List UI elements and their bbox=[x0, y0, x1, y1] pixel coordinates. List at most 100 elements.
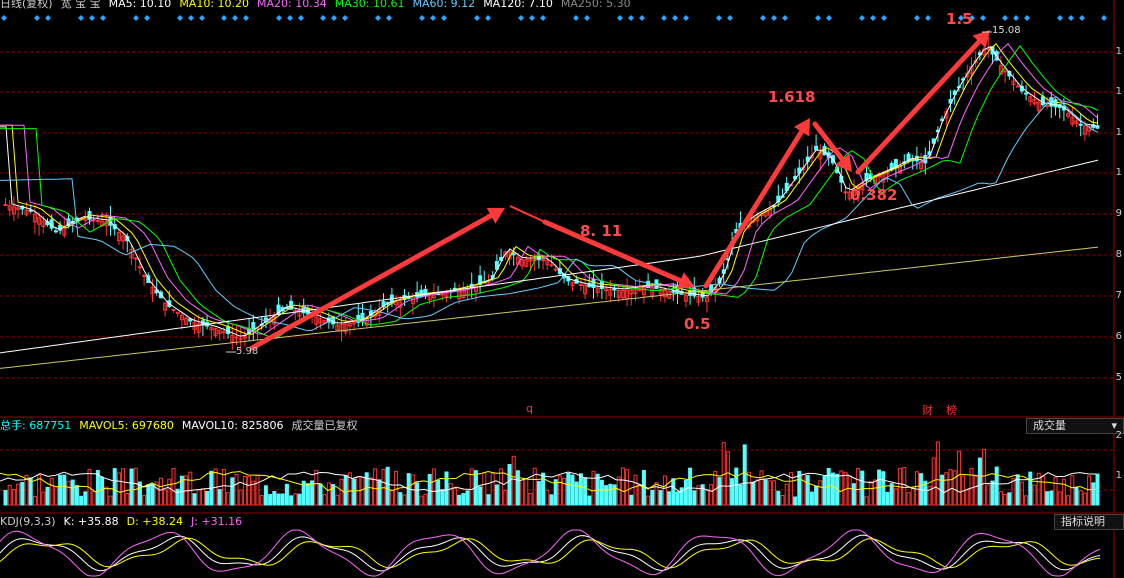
volume-bar bbox=[704, 490, 709, 506]
ma-legend-item-ma60: MA60: 9.12 bbox=[412, 0, 476, 10]
ma-legend: 日线(复权) 宽 宝 宝 MA5: 10.10 MA10: 10.20 MA20… bbox=[0, 0, 631, 11]
volume-bar bbox=[200, 488, 205, 506]
volume-bar bbox=[1095, 473, 1100, 506]
info-marker-icon bbox=[771, 15, 777, 21]
volume-bar bbox=[394, 470, 399, 506]
candle-body bbox=[767, 207, 772, 216]
ma-legend-item-ma120: MA120: 7.10 bbox=[483, 0, 553, 10]
volume-bar bbox=[839, 470, 844, 506]
price-axis-tick: 6 bbox=[1115, 331, 1122, 342]
price-axis-tick: 7 bbox=[1115, 290, 1122, 301]
volume-bar bbox=[948, 469, 953, 506]
volume-bar bbox=[629, 494, 634, 506]
candle-body bbox=[683, 294, 688, 302]
candle-body bbox=[763, 209, 768, 217]
volume-bar bbox=[683, 479, 688, 506]
candle-body bbox=[95, 220, 100, 223]
info-marker-icon bbox=[925, 15, 931, 21]
volume-bar bbox=[129, 468, 134, 506]
candle-body bbox=[7, 205, 12, 211]
info-marker-icon bbox=[276, 15, 282, 21]
candle-body bbox=[184, 317, 189, 325]
info-marker-icon bbox=[980, 15, 986, 21]
info-marker-icon bbox=[78, 15, 84, 21]
volume-bar bbox=[457, 494, 462, 506]
volume-bar bbox=[591, 470, 596, 506]
volume-bar bbox=[520, 479, 525, 506]
event-marker-q[interactable]: q bbox=[526, 402, 533, 415]
info-marker-icon bbox=[969, 15, 975, 21]
volume-bar bbox=[662, 475, 667, 506]
volume-bar bbox=[583, 477, 588, 506]
volume-bar bbox=[280, 493, 285, 506]
volume-bar bbox=[793, 496, 798, 506]
ma120-line bbox=[0, 159, 1099, 354]
volume-bar bbox=[297, 493, 302, 506]
info-marker-icon bbox=[1024, 15, 1030, 21]
volume-bar bbox=[994, 466, 999, 506]
candle-body bbox=[591, 278, 596, 289]
indicator-help-button[interactable]: 指标说明 bbox=[1054, 514, 1124, 530]
candle-body bbox=[553, 268, 558, 271]
volume-bar bbox=[700, 484, 705, 506]
volume-bar bbox=[646, 495, 651, 506]
volume-bar bbox=[625, 469, 630, 506]
volume-bar bbox=[158, 477, 163, 506]
info-marker-icon bbox=[518, 15, 524, 21]
volume-bar bbox=[150, 483, 155, 506]
volume-bar bbox=[557, 475, 562, 506]
volume-bar bbox=[423, 493, 428, 506]
arrow-up-1-shaft bbox=[249, 213, 494, 351]
volume-bar bbox=[24, 474, 29, 506]
info-marker-icon bbox=[243, 15, 249, 21]
volume-bar bbox=[746, 471, 751, 506]
volume-bar bbox=[305, 483, 310, 506]
info-marker-icon bbox=[89, 15, 95, 21]
volume-bar bbox=[419, 495, 424, 506]
volume-bar bbox=[41, 491, 46, 506]
candle-body bbox=[629, 289, 634, 295]
volume-bar bbox=[797, 470, 802, 506]
volume-bar bbox=[402, 494, 407, 506]
candle-body bbox=[32, 213, 37, 223]
candle-body bbox=[658, 288, 663, 295]
volume-bar bbox=[263, 485, 268, 506]
candle-body bbox=[814, 145, 819, 151]
volume-bar bbox=[74, 485, 79, 506]
info-marker-icon bbox=[331, 15, 337, 21]
candle-body bbox=[1003, 70, 1008, 73]
volume-bar bbox=[570, 474, 575, 506]
kdj-d-value: D: +38.24 bbox=[126, 515, 184, 528]
volume-bar bbox=[528, 492, 533, 506]
volume-bar bbox=[284, 483, 289, 506]
candle-body bbox=[419, 289, 424, 298]
arrow-down-1-shaft bbox=[542, 219, 683, 284]
ma60-line bbox=[0, 95, 1099, 331]
indicator-dropdown[interactable]: 成交量 ▾ bbox=[1026, 418, 1124, 434]
candle-body bbox=[671, 290, 676, 293]
info-marker-icon bbox=[683, 15, 689, 21]
kdj-j-value: J: +31.16 bbox=[191, 515, 243, 528]
volume-bar bbox=[87, 469, 92, 506]
candle-body bbox=[142, 274, 147, 277]
volume-bar bbox=[146, 484, 151, 506]
volume-bar bbox=[1057, 491, 1062, 506]
volume-bar bbox=[553, 479, 558, 506]
volume-bar bbox=[255, 474, 260, 506]
candle-body bbox=[595, 287, 600, 294]
volume-bar bbox=[515, 470, 520, 506]
volume-bar bbox=[259, 495, 264, 506]
candle-body bbox=[121, 235, 126, 242]
volume-bar bbox=[58, 474, 63, 506]
volume-bar bbox=[923, 480, 928, 506]
volume-bar bbox=[507, 464, 512, 506]
volume-bar bbox=[822, 475, 827, 506]
volume-bar bbox=[637, 484, 642, 506]
info-marker-icon bbox=[430, 15, 436, 21]
volume-bar bbox=[7, 484, 12, 506]
volume-total: 总手: 687751 bbox=[0, 419, 72, 432]
volume-bar bbox=[11, 488, 16, 506]
volume-bar bbox=[171, 468, 176, 506]
event-marker-ranking[interactable]: 榜 bbox=[946, 404, 957, 417]
event-marker-financial[interactable]: 财 bbox=[922, 404, 933, 417]
